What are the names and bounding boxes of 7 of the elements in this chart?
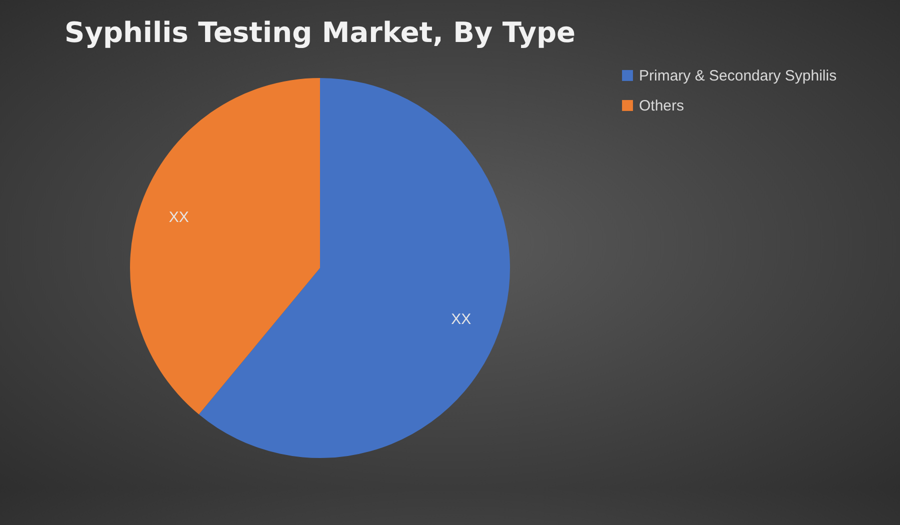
legend-label: Primary & Secondary Syphilis: [639, 68, 837, 84]
data-label: XX: [451, 310, 472, 328]
data-label: XX: [168, 209, 189, 226]
legend-label: Others: [639, 98, 684, 114]
pie-slice: [130, 78, 320, 414]
pie-slice: [198, 78, 510, 458]
chart-title: Syphilis Testing Market, By Type: [64, 16, 576, 49]
